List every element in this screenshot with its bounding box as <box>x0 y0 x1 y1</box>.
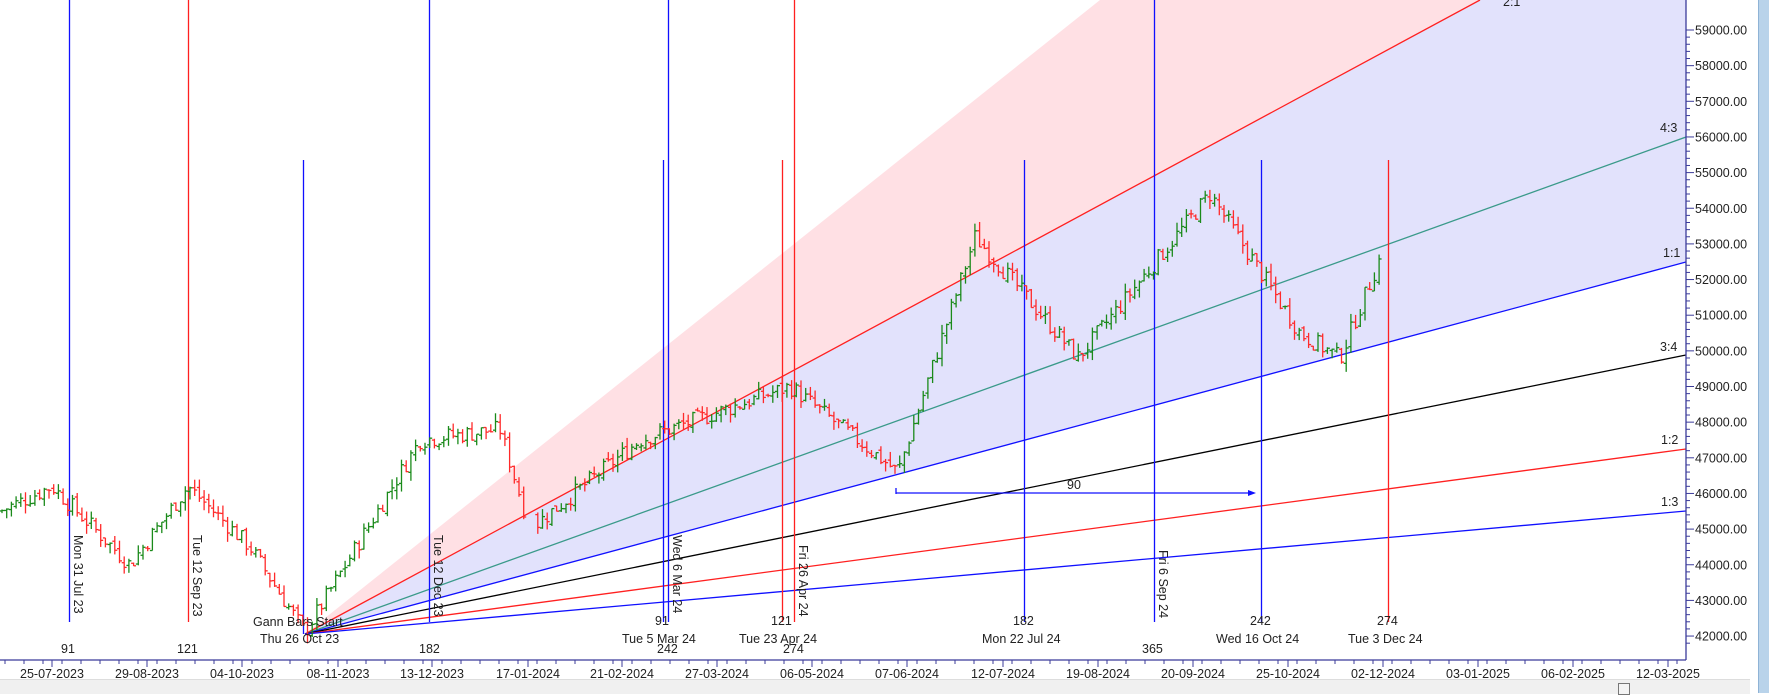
x-tick-label: 29-08-2023 <box>115 667 179 680</box>
y-tick-label: 42000.00 <box>1695 630 1747 644</box>
date-22jul24: Mon 22 Jul 24 <box>982 632 1061 646</box>
fan-label-1-2: 1:2 <box>1661 433 1678 447</box>
count-91-b: 91 <box>655 614 669 628</box>
x-tick-label: 20-09-2024 <box>1161 667 1225 680</box>
count-365: 365 <box>1142 642 1163 656</box>
x-tick-label: 13-12-2023 <box>400 667 464 680</box>
vertical-scrollbar[interactable] <box>1758 0 1769 693</box>
vtext-6sep24: Fri 6 Sep 24 <box>1156 550 1170 618</box>
y-tick-label: 48000.00 <box>1695 416 1747 430</box>
y-tick-label: 58000.00 <box>1695 59 1747 73</box>
fan-label-1-1: 1:1 <box>1663 246 1680 260</box>
vtext-12dec23: Tue 12 Dec 23 <box>431 535 445 617</box>
x-tick-label: 03-01-2025 <box>1446 667 1510 680</box>
y-tick-label: 54000.00 <box>1695 202 1747 216</box>
fan-line-1-2 <box>304 448 1686 635</box>
fan-line-4-3 <box>304 136 1686 635</box>
y-tick-label: 56000.00 <box>1695 130 1747 144</box>
vtext-6mar24: Wed 6 Mar 24 <box>670 535 684 613</box>
x-tick-label: 06-05-2024 <box>780 667 844 680</box>
horizontal-scrollbar[interactable] <box>0 679 1750 694</box>
y-tick-label: 53000.00 <box>1695 237 1747 251</box>
price-chart[interactable]: 2:1 4:3 1:1 3:4 1:2 1:3 90 Gann Bars Sta… <box>0 0 1758 680</box>
y-tick-label: 47000.00 <box>1695 451 1747 465</box>
count-274-a: 274 <box>783 642 804 656</box>
arrowhead-icon <box>1248 490 1256 496</box>
x-tick-label: 04-10-2023 <box>210 667 274 680</box>
y-tick-label: 59000.00 <box>1695 24 1747 38</box>
y-tick-label: 50000.00 <box>1695 344 1747 358</box>
date-3dec24: Tue 3 Dec 24 <box>1348 632 1423 646</box>
gann-start-label: Gann Bars Start <box>253 615 343 629</box>
x-tick-label: 12-03-2025 <box>1636 667 1700 680</box>
count-274-b: 274 <box>1377 614 1398 628</box>
date-16oct24: Wed 16 Oct 24 <box>1216 632 1299 646</box>
x-axis: 25-07-2023 29-08-2023 04-10-2023 08-11-2023… <box>0 659 1700 680</box>
x-tick-label: 21-02-2024 <box>590 667 654 680</box>
x-tick-label: 25-10-2024 <box>1256 667 1320 680</box>
x-tick-label: 06-02-2025 <box>1541 667 1605 680</box>
count-121-b: 121 <box>771 614 792 628</box>
count-121-a: 121 <box>177 642 198 656</box>
gann-start-date: Thu 26 Oct 23 <box>260 632 339 646</box>
x-tick-label: 19-08-2024 <box>1066 667 1130 680</box>
fan-line-2-1 <box>304 0 1481 635</box>
plot-area <box>0 0 1686 644</box>
count-242-a: 242 <box>657 642 678 656</box>
fan-line-1-3 <box>304 510 1686 635</box>
y-tick-label: 49000.00 <box>1695 380 1747 394</box>
y-tick-label: 51000.00 <box>1695 309 1747 323</box>
y-tick-label: 45000.00 <box>1695 523 1747 537</box>
count-182-a: 182 <box>419 642 440 656</box>
y-axis: 59000.00 58000.00 57000.00 56000.00 55000.00… <box>1685 0 1747 660</box>
x-tick-label: 07-06-2024 <box>875 667 939 680</box>
fan-label-2-1: 2:1 <box>1503 0 1520 9</box>
x-tick-label: 17-01-2024 <box>496 667 560 680</box>
y-tick-label: 44000.00 <box>1695 558 1747 572</box>
x-tick-label: 02-12-2024 <box>1351 667 1415 680</box>
vtext-31jul23: Mon 31 Jul 23 <box>71 535 85 614</box>
count-182-b: 182 <box>1013 614 1034 628</box>
fan-line-3-4 <box>304 354 1686 635</box>
count-91-a: 91 <box>61 642 75 656</box>
x-tick-label: 12-07-2024 <box>971 667 1035 680</box>
fan-line-1-1 <box>304 261 1686 635</box>
y-tick-label: 57000.00 <box>1695 95 1747 109</box>
chart-annotations: 2:1 4:3 1:1 3:4 1:2 1:3 90 Gann Bars Sta… <box>61 0 1680 656</box>
y-tick-label: 43000.00 <box>1695 594 1747 608</box>
date-23apr24: Tue 23 Apr 24 <box>739 632 817 646</box>
y-tick-label: 55000.00 <box>1695 166 1747 180</box>
x-tick-label: 27-03-2024 <box>685 667 749 680</box>
vtext-26apr24: Fri 26 Apr 24 <box>796 545 810 617</box>
fan-label-4-3: 4:3 <box>1660 121 1677 135</box>
count-242-b: 242 <box>1250 614 1271 628</box>
measure-label: 90 <box>1067 478 1081 492</box>
horizontal-scrollbar-thumb[interactable] <box>1618 683 1630 695</box>
y-tick-label: 52000.00 <box>1695 273 1747 287</box>
x-tick-label: 08-11-2023 <box>306 667 369 680</box>
y-tick-label: 46000.00 <box>1695 487 1747 501</box>
date-5mar24: Tue 5 Mar 24 <box>622 632 696 646</box>
fan-fill-lower <box>305 0 1686 634</box>
fan-label-1-3: 1:3 <box>1661 495 1678 509</box>
fan-label-3-4: 3:4 <box>1660 340 1677 354</box>
vtext-12sep23: Tue 12 Sep 23 <box>190 535 204 617</box>
ohlc-bars <box>0 189 1382 644</box>
x-tick-label: 25-07-2023 <box>20 667 84 680</box>
